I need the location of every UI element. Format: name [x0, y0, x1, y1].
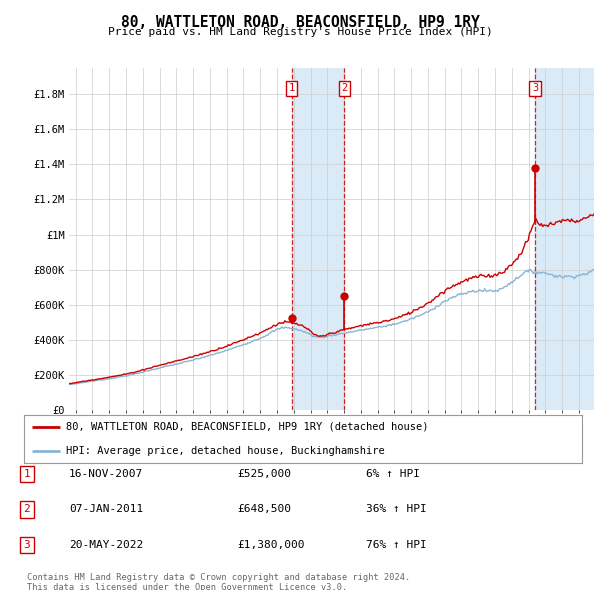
Text: 1: 1	[289, 83, 295, 93]
Text: 80, WATTLETON ROAD, BEACONSFIELD, HP9 1RY (detached house): 80, WATTLETON ROAD, BEACONSFIELD, HP9 1R…	[66, 422, 428, 432]
Text: 2: 2	[341, 83, 347, 93]
Text: Price paid vs. HM Land Registry's House Price Index (HPI): Price paid vs. HM Land Registry's House …	[107, 27, 493, 37]
Text: 07-JAN-2011: 07-JAN-2011	[69, 504, 143, 514]
Text: HPI: Average price, detached house, Buckinghamshire: HPI: Average price, detached house, Buck…	[66, 446, 385, 456]
Text: £648,500: £648,500	[237, 504, 291, 514]
Text: 20-MAY-2022: 20-MAY-2022	[69, 540, 143, 550]
Text: This data is licensed under the Open Government Licence v3.0.: This data is licensed under the Open Gov…	[27, 583, 347, 590]
Text: 16-NOV-2007: 16-NOV-2007	[69, 469, 143, 479]
Text: 2: 2	[23, 504, 31, 514]
Text: 3: 3	[532, 83, 538, 93]
Text: 3: 3	[23, 540, 31, 550]
Text: 6% ↑ HPI: 6% ↑ HPI	[366, 469, 420, 479]
Text: 1: 1	[23, 469, 31, 479]
Bar	[292, 68, 344, 410]
Text: 76% ↑ HPI: 76% ↑ HPI	[366, 540, 427, 550]
Text: £1,380,000: £1,380,000	[237, 540, 305, 550]
Text: £525,000: £525,000	[237, 469, 291, 479]
Text: 36% ↑ HPI: 36% ↑ HPI	[366, 504, 427, 514]
Text: 80, WATTLETON ROAD, BEACONSFIELD, HP9 1RY: 80, WATTLETON ROAD, BEACONSFIELD, HP9 1R…	[121, 15, 479, 30]
Text: Contains HM Land Registry data © Crown copyright and database right 2024.: Contains HM Land Registry data © Crown c…	[27, 573, 410, 582]
Bar	[535, 68, 594, 410]
